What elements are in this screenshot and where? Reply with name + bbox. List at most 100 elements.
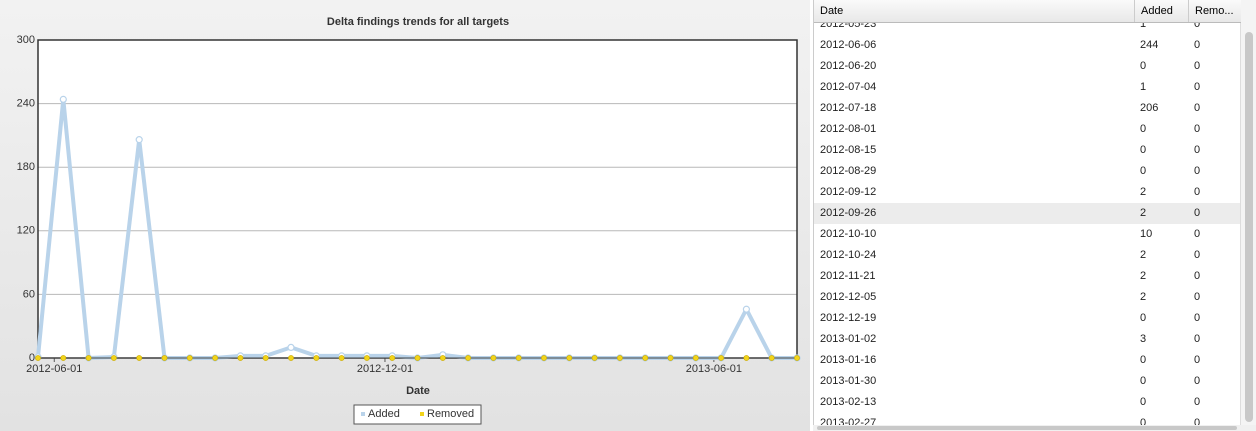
table-row[interactable]: 2013-01-16 0 0 xyxy=(814,350,1241,372)
data-point xyxy=(237,355,244,361)
table-row[interactable]: 2012-07-04 1 0 xyxy=(814,77,1241,99)
table-cell: 0 xyxy=(1194,102,1201,114)
table-row[interactable]: 2013-01-02 3 0 xyxy=(814,329,1241,351)
table-cell: 0 xyxy=(1194,123,1201,135)
data-point xyxy=(288,355,294,361)
data-point xyxy=(135,136,143,144)
table-row[interactable]: 2013-01-30 0 0 xyxy=(814,371,1241,393)
table-row[interactable]: 2012-11-21 2 0 xyxy=(814,266,1241,288)
table-row[interactable]: 2013-02-27 0 0 xyxy=(814,413,1241,425)
table-cell: 2012-06-06 xyxy=(820,39,877,51)
table-row[interactable]: 2013-02-13 0 0 xyxy=(814,392,1241,414)
data-point xyxy=(439,355,446,361)
table-row[interactable]: 2012-12-19 0 0 xyxy=(814,308,1241,330)
y-tick-label: 240 xyxy=(17,98,35,110)
table-cell: 2012-11-21 xyxy=(820,270,876,282)
table-row[interactable]: 2012-08-29 0 0 xyxy=(814,161,1241,183)
table-cell: 0 xyxy=(1194,60,1201,72)
table-row[interactable]: 2012-07-18 206 0 xyxy=(814,98,1241,120)
table-cell: 2012-10-24 xyxy=(820,249,877,261)
table-cell: 1 xyxy=(1140,81,1147,93)
table-cell: 2012-07-18 xyxy=(820,102,877,114)
table-cell: 0 xyxy=(1194,39,1201,51)
table-row[interactable]: 2012-09-12 2 0 xyxy=(814,182,1241,204)
data-point xyxy=(591,355,598,361)
data-point xyxy=(85,355,92,361)
table-cell: 10 xyxy=(1140,228,1153,240)
table-row[interactable]: 2012-09-26 2 0 xyxy=(814,203,1241,225)
table-cell: 0 xyxy=(1140,417,1147,425)
table-cell: 2013-01-16 xyxy=(820,354,877,366)
data-point xyxy=(515,355,522,361)
table-cell: 2 xyxy=(1140,270,1147,282)
table-cell: 244 xyxy=(1140,39,1159,51)
y-tick-label: 120 xyxy=(17,225,35,237)
data-point xyxy=(313,355,320,361)
data-point xyxy=(465,355,471,361)
data-point xyxy=(566,355,573,361)
table-row[interactable]: 2012-06-06 244 0 xyxy=(814,35,1241,57)
table-cell: 0 xyxy=(1194,81,1201,93)
data-point xyxy=(60,355,67,361)
table-cell: 2012-08-01 xyxy=(820,123,877,135)
legend xyxy=(353,404,482,425)
data-point xyxy=(768,355,775,361)
chart: Delta findings trends for all targets Da… xyxy=(0,0,810,431)
data-point xyxy=(136,355,143,361)
table-cell: 0 xyxy=(1194,270,1201,282)
table-row[interactable]: 2012-08-01 0 0 xyxy=(814,119,1241,141)
data-point xyxy=(35,355,41,361)
legend-label: Added xyxy=(368,408,400,420)
scroll-thumb[interactable] xyxy=(817,426,1237,430)
legend-label: Removed xyxy=(427,408,474,420)
data-point xyxy=(642,355,649,361)
chart-title: Delta findings trends for all targets xyxy=(327,16,509,28)
column-header[interactable]: Remo... xyxy=(1188,0,1241,22)
table-row[interactable]: 2012-06-20 0 0 xyxy=(814,56,1241,78)
data-point xyxy=(742,305,751,313)
table-cell: 2013-01-02 xyxy=(820,333,877,345)
table-cell: 0 xyxy=(1194,417,1201,425)
table-cell: 0 xyxy=(1140,123,1147,135)
data-point xyxy=(667,355,674,361)
table-row[interactable]: 2012-10-24 2 0 xyxy=(814,245,1241,267)
table-cell: 0 xyxy=(1194,207,1201,219)
y-tick-label: 0 xyxy=(29,352,35,364)
table-header: Date Added Remo... xyxy=(814,0,1241,23)
data-point xyxy=(617,355,623,361)
y-tick-label: 300 xyxy=(17,34,35,46)
data-point xyxy=(111,355,117,361)
table-cell: 1 xyxy=(1140,18,1147,30)
column-header[interactable]: Date xyxy=(820,5,844,17)
data-point xyxy=(692,355,699,361)
table-cell: 2 xyxy=(1140,186,1147,198)
table-cell: 0 xyxy=(1194,144,1201,156)
table-cell: 2012-12-05 xyxy=(820,291,877,303)
table-cell: 0 xyxy=(1140,375,1147,387)
table-cell: 2012-08-29 xyxy=(820,165,877,177)
table-cell: 2012-07-04 xyxy=(820,81,877,93)
data-point xyxy=(743,355,750,361)
data-point xyxy=(262,355,269,361)
column-header[interactable]: Added xyxy=(1134,0,1188,22)
x-tick-label: 2012-06-01 xyxy=(26,363,82,375)
scroll-thumb[interactable] xyxy=(1245,32,1253,422)
table-cell: 0 xyxy=(1140,144,1147,156)
table-row[interactable]: 2012-10-10 10 0 xyxy=(814,224,1241,246)
table-cell: 206 xyxy=(1140,102,1159,114)
data-point xyxy=(389,355,396,361)
table-row[interactable]: 2012-08-15 0 0 xyxy=(814,140,1241,162)
table-cell: 0 xyxy=(1140,396,1147,408)
vertical-scrollbar[interactable] xyxy=(1240,0,1256,425)
table-cell: 2013-02-13 xyxy=(820,396,877,408)
table-cell: 0 xyxy=(1194,249,1201,261)
horizontal-scrollbar[interactable] xyxy=(813,425,1256,431)
data-point xyxy=(212,355,218,361)
table-row[interactable]: 2012-12-05 2 0 xyxy=(814,287,1241,309)
data-point xyxy=(287,343,295,351)
table-cell: 2 xyxy=(1140,249,1147,261)
x-tick-label: 2012-12-01 xyxy=(357,363,413,375)
legend-marker xyxy=(420,412,424,416)
table-cell: 0 xyxy=(1194,165,1201,177)
